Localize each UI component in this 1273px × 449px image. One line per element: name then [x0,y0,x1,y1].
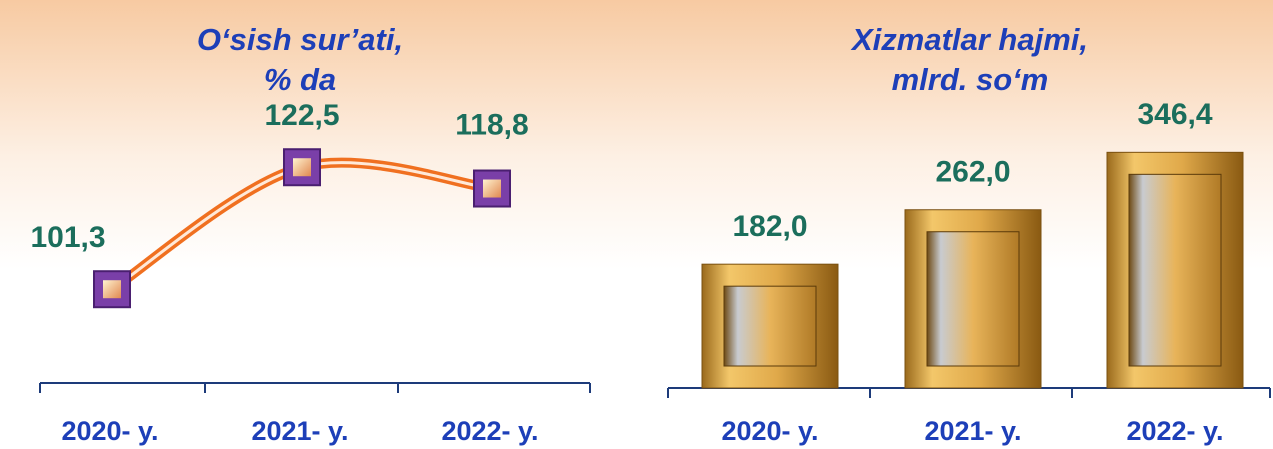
value-label: 262,0 [935,156,1010,189]
marker-face [103,280,121,299]
value-label: 182,0 [732,210,807,243]
x-tick-label: 2021- y. [251,416,348,446]
x-axis [39,382,591,393]
chart-title: Xizmatlar hajmi, [850,22,1088,57]
line-chart: O‘sish sur’ati, % da 101,3 2020- y. 122,5 2… [30,22,591,446]
value-label: 118,8 [455,108,528,141]
chart-title: O‘sish sur’ati, [197,22,403,57]
marker-face [483,179,501,198]
chart-title: mlrd. so‘m [892,62,1049,97]
bar-bevel [926,231,1020,367]
value-label: 122,5 [264,99,339,132]
marker-face [293,158,311,177]
marker [473,169,511,208]
chart-title: % da [264,62,336,97]
bar-chart: Xizmatlar hajmi, mlrd. so‘m 182,0 2020- y… [667,22,1271,446]
x-tick-label: 2022- y. [1126,416,1223,446]
x-tick-label: 2021- y. [924,416,1021,446]
x-tick-label: 2020- y. [61,416,158,446]
bar-bevel [1128,173,1222,367]
x-tick-label: 2022- y. [441,416,538,446]
bar-bevel [723,285,817,367]
x-tick-label: 2020- y. [721,416,818,446]
value-label: 346,4 [1137,98,1212,131]
value-label: 101,3 [30,221,105,254]
